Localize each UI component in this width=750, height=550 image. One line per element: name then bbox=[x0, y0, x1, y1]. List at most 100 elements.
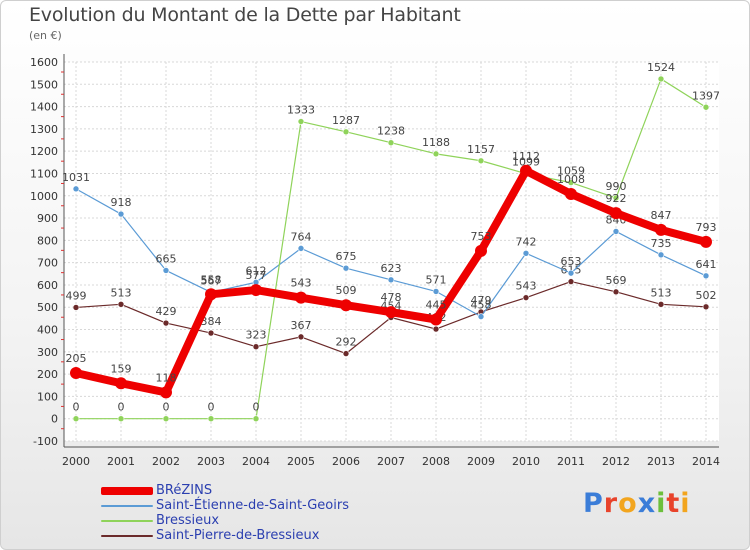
data-label: 367 bbox=[291, 319, 312, 332]
x-tick-label: 2001 bbox=[107, 455, 135, 468]
y-tick-label: 1100 bbox=[30, 167, 58, 180]
data-label: 675 bbox=[336, 250, 357, 263]
logo-letter: x bbox=[637, 488, 657, 519]
data-label: 0 bbox=[118, 401, 125, 414]
data-point bbox=[340, 299, 352, 312]
data-point bbox=[387, 139, 395, 147]
data-label: 641 bbox=[696, 258, 717, 271]
y-tick-label: 1600 bbox=[30, 56, 58, 69]
x-tick-label: 2011 bbox=[557, 455, 585, 468]
data-point bbox=[657, 251, 665, 259]
data-point bbox=[205, 288, 217, 301]
data-point bbox=[520, 164, 532, 177]
data-label: 323 bbox=[246, 329, 267, 342]
legend-item: BRéZINS bbox=[101, 483, 349, 498]
data-label: 458 bbox=[471, 299, 492, 312]
data-label: 612 bbox=[246, 264, 267, 277]
x-tick-label: 2004 bbox=[242, 455, 270, 468]
data-label: 478 bbox=[381, 291, 402, 304]
legend-swatch bbox=[101, 519, 153, 522]
data-label: 1099 bbox=[512, 156, 540, 169]
x-tick-label: 2007 bbox=[377, 455, 405, 468]
y-tick-label: -100 bbox=[33, 435, 58, 448]
data-label: 1008 bbox=[557, 173, 585, 186]
data-label: 764 bbox=[291, 230, 312, 243]
data-point bbox=[432, 288, 440, 295]
data-label: 558 bbox=[201, 273, 222, 286]
data-point bbox=[612, 228, 620, 235]
data-point bbox=[657, 75, 665, 83]
y-tick-label: 0 bbox=[51, 413, 58, 426]
data-label: 159 bbox=[111, 362, 132, 375]
data-label: 0 bbox=[253, 401, 260, 414]
data-point bbox=[477, 157, 485, 165]
data-label: 753 bbox=[471, 230, 492, 243]
y-tick-label: 100 bbox=[37, 390, 58, 403]
data-point bbox=[72, 185, 80, 193]
logo-letter: o bbox=[618, 488, 638, 519]
legend-swatch bbox=[101, 534, 153, 537]
data-label: 571 bbox=[426, 273, 447, 286]
y-tick-label: 900 bbox=[37, 212, 58, 225]
data-point bbox=[387, 276, 395, 284]
x-tick-label: 2003 bbox=[197, 455, 225, 468]
data-label: 1333 bbox=[287, 104, 315, 117]
data-label: 513 bbox=[651, 286, 672, 299]
y-tick-label: 400 bbox=[37, 324, 58, 337]
data-point bbox=[567, 278, 575, 285]
data-point bbox=[297, 118, 305, 125]
legend-label: Saint-Pierre-de-Bressieux bbox=[156, 528, 320, 543]
proxiti-logo: Proxiti bbox=[583, 488, 691, 519]
data-label: 0 bbox=[208, 401, 215, 414]
data-point bbox=[612, 288, 620, 296]
data-label: 1059 bbox=[557, 165, 585, 178]
data-point bbox=[477, 313, 485, 320]
data-point bbox=[162, 267, 170, 274]
y-tick-label: 800 bbox=[37, 234, 58, 247]
data-point bbox=[432, 150, 440, 158]
logo-letter: i bbox=[680, 488, 691, 519]
data-label: 665 bbox=[156, 252, 177, 265]
y-tick-label: 300 bbox=[37, 346, 58, 359]
data-point bbox=[297, 333, 305, 341]
data-point bbox=[72, 304, 80, 311]
data-point bbox=[385, 306, 397, 319]
y-tick-label: 600 bbox=[37, 279, 58, 292]
data-point bbox=[702, 103, 710, 111]
data-label: 793 bbox=[696, 221, 717, 234]
x-tick-label: 2014 bbox=[692, 455, 720, 468]
x-tick-label: 2006 bbox=[332, 455, 360, 468]
data-point bbox=[567, 179, 575, 186]
x-tick-label: 2012 bbox=[602, 455, 630, 468]
data-point bbox=[430, 313, 442, 326]
data-label: 118 bbox=[156, 371, 177, 384]
y-tick-label: 700 bbox=[37, 257, 58, 270]
data-point bbox=[117, 415, 125, 423]
data-label: 1238 bbox=[377, 125, 405, 138]
legend-item: Saint-Pierre-de-Bressieux bbox=[101, 528, 349, 543]
data-point bbox=[115, 377, 127, 390]
data-point bbox=[160, 386, 172, 399]
data-label: 577 bbox=[246, 269, 267, 282]
data-label: 0 bbox=[73, 401, 80, 414]
data-point bbox=[432, 325, 440, 333]
data-point bbox=[252, 343, 260, 350]
x-tick-label: 2013 bbox=[647, 455, 675, 468]
data-label: 847 bbox=[651, 209, 672, 222]
data-point bbox=[522, 294, 530, 301]
data-label: 292 bbox=[336, 336, 357, 349]
data-label: 479 bbox=[471, 294, 492, 307]
data-label: 918 bbox=[111, 196, 132, 209]
y-tick-label: 1000 bbox=[30, 190, 58, 203]
data-label: 1397 bbox=[692, 89, 720, 102]
y-tick-label: 200 bbox=[37, 368, 58, 381]
data-point bbox=[207, 415, 215, 423]
data-label: 742 bbox=[516, 235, 537, 248]
data-point bbox=[297, 245, 305, 252]
x-tick-label: 2005 bbox=[287, 455, 315, 468]
data-point bbox=[162, 319, 170, 327]
data-point bbox=[70, 367, 82, 380]
data-label: 1112 bbox=[512, 150, 540, 163]
